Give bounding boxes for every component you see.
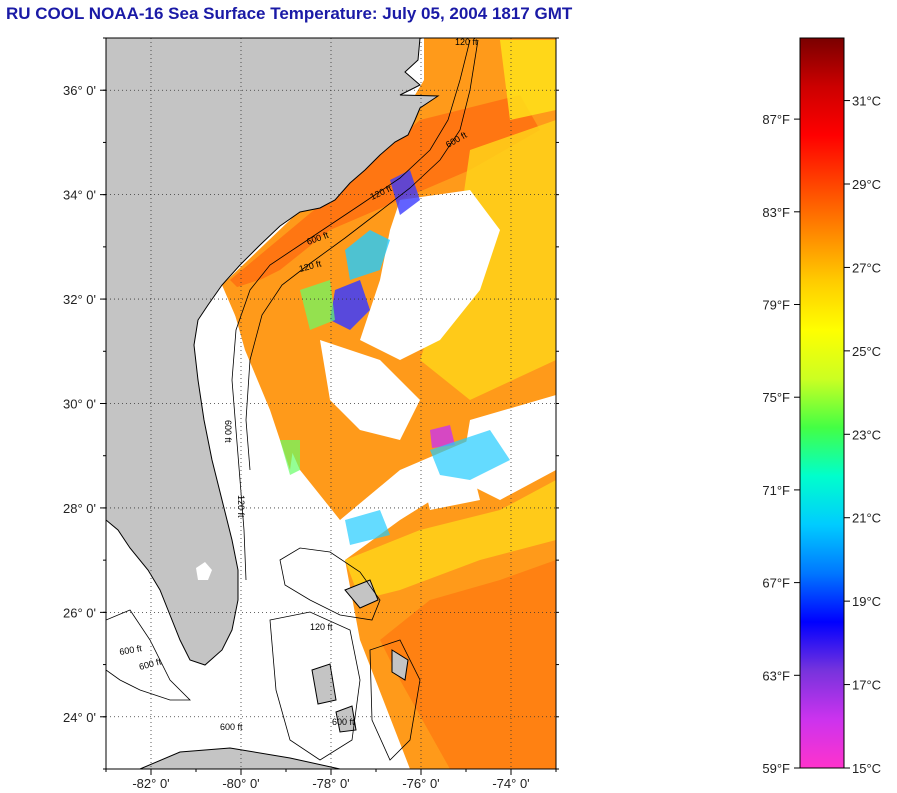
lat-tick-label: 26° 0' bbox=[63, 605, 96, 620]
celsius-label: 29°C bbox=[852, 177, 881, 192]
lat-tick-label: 24° 0' bbox=[63, 710, 96, 725]
fahrenheit-label: 83°F bbox=[762, 205, 790, 220]
contour-120ft bbox=[231, 39, 471, 581]
celsius-label: 25°C bbox=[852, 344, 881, 359]
map-title: RU COOL NOAA-16 Sea Surface Temperature:… bbox=[6, 4, 573, 23]
lat-tick-label: 28° 0' bbox=[63, 501, 96, 516]
celsius-label: 27°C bbox=[852, 260, 881, 275]
bahamas-island bbox=[311, 663, 337, 705]
fahrenheit-label: 75°F bbox=[762, 390, 790, 405]
bahamas-island bbox=[344, 579, 379, 609]
cold-patch bbox=[280, 440, 300, 475]
grid-lines bbox=[106, 38, 556, 769]
celsius-label: 21°C bbox=[852, 511, 881, 526]
celsius-label: 15°C bbox=[852, 761, 881, 776]
bahamas-island bbox=[335, 705, 357, 733]
sst-warm-north bbox=[230, 95, 540, 290]
lon-tick-label: -82° 0' bbox=[132, 776, 169, 791]
fahrenheit-label: 79°F bbox=[762, 298, 790, 313]
cold-patch bbox=[330, 280, 370, 330]
cold-patch bbox=[430, 425, 455, 448]
fahrenheit-label: 87°F bbox=[762, 112, 790, 127]
cold-patch bbox=[390, 170, 420, 215]
fahrenheit-label: 67°F bbox=[762, 576, 790, 591]
contour-florida-keys bbox=[106, 609, 191, 701]
contour-label: 600 ft bbox=[223, 420, 233, 443]
contour-label: 120 ft bbox=[236, 495, 246, 518]
axis-labels: 36° 0' 34° 0' 32° 0' 30° 0' 28° 0' 26° 0' 24° … bbox=[63, 37, 559, 791]
land-us-east-coast bbox=[106, 38, 440, 666]
colorbar bbox=[799, 37, 845, 769]
cold-patch bbox=[345, 230, 390, 280]
fahrenheit-label: 71°F bbox=[762, 483, 790, 498]
colorbar-labels: 31°C 29°C 27°C 25°C 23°C 21°C 19°C 17°C 15°C 87°F… bbox=[762, 94, 881, 776]
fahrenheit-label: 63°F bbox=[762, 668, 790, 683]
contour-600ft bbox=[245, 39, 479, 471]
sst-warm-south bbox=[380, 560, 556, 769]
lat-tick-label: 34° 0' bbox=[63, 188, 96, 203]
contour-label: 120 ft bbox=[310, 622, 333, 632]
cloud-patch bbox=[360, 190, 500, 360]
lon-tick-label: -76° 0' bbox=[402, 776, 439, 791]
celsius-label: 23°C bbox=[852, 427, 881, 442]
lat-tick-label: 32° 0' bbox=[63, 292, 96, 307]
celsius-label: 19°C bbox=[852, 594, 881, 609]
sst-swath-central bbox=[228, 270, 330, 470]
cold-patch bbox=[430, 430, 510, 480]
lat-tick-label: 30° 0' bbox=[63, 397, 96, 412]
celsius-label: 17°C bbox=[852, 678, 881, 693]
fahrenheit-label: 59°F bbox=[762, 761, 790, 776]
contour-label: 600 ft bbox=[119, 643, 143, 657]
contour-label: 600 ft bbox=[220, 722, 243, 732]
lon-tick-label: -74° 0' bbox=[492, 776, 529, 791]
cloud-patch bbox=[320, 340, 420, 440]
lake-okeechobee bbox=[196, 562, 212, 580]
lat-tick-label: 36° 0' bbox=[63, 83, 96, 98]
cuba-coast bbox=[139, 747, 341, 769]
contour-bahamas bbox=[269, 611, 361, 761]
cold-patch bbox=[345, 510, 390, 545]
sst-yellow-east bbox=[500, 40, 556, 120]
bahamas-island bbox=[391, 649, 409, 681]
contour-bahamas bbox=[279, 547, 381, 621]
cold-patch bbox=[300, 280, 335, 330]
sst-yellow-south bbox=[345, 480, 556, 600]
lon-tick-label: -80° 0' bbox=[222, 776, 259, 791]
bathymetry-contours bbox=[106, 39, 479, 761]
contour-label: 600 ft bbox=[332, 717, 355, 727]
contour-label: 120 ft bbox=[455, 37, 478, 47]
celsius-label: 31°C bbox=[852, 94, 881, 109]
cloud-patch bbox=[460, 395, 556, 500]
contour-bahamas bbox=[369, 639, 421, 761]
lon-tick-label: -78° 0' bbox=[312, 776, 349, 791]
